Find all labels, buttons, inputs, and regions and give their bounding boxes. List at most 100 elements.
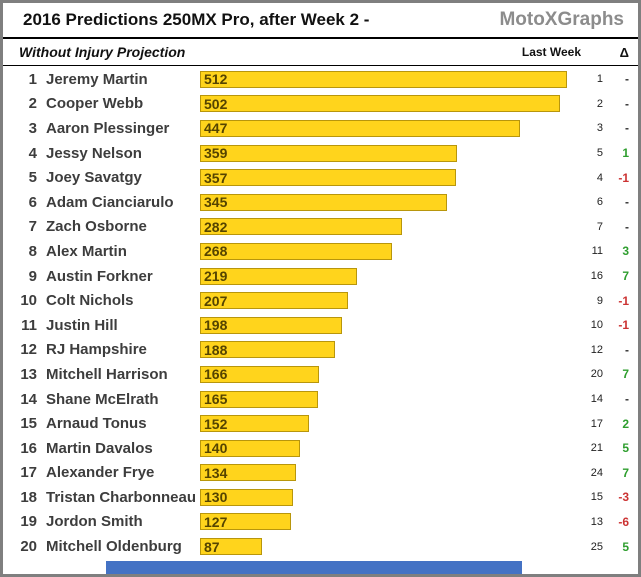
last-week-value: 11: [591, 245, 603, 258]
rank-label: 17: [20, 464, 37, 482]
delta-value: 7: [622, 465, 629, 480]
rank-label: 7: [28, 218, 37, 236]
bar-track: 219: [200, 267, 567, 285]
score-bar: 152: [200, 415, 309, 433]
score-value: 188: [204, 341, 228, 358]
delta-value: -1: [618, 293, 629, 308]
score-value: 219: [204, 268, 228, 285]
last-week-value: 17: [590, 417, 603, 430]
table-row: 7 Zach Osborne 282 7 -: [3, 215, 638, 240]
bar-track: 140: [200, 439, 567, 457]
score-bar: 207: [200, 292, 349, 310]
rank-label: 19: [20, 513, 37, 531]
bar-track: 198: [200, 316, 567, 334]
rider-name: Alexander Frye: [46, 464, 155, 482]
rider-name: Austin Forkner: [46, 267, 153, 285]
rider-name: Shane McElrath: [46, 390, 159, 408]
last-week-value: 12: [590, 343, 603, 356]
bar-track: 152: [200, 415, 567, 433]
last-week-value: 3: [596, 122, 603, 135]
last-week-value: 5: [596, 147, 603, 160]
score-bar: 87: [200, 538, 263, 556]
bar-track: 282: [200, 218, 567, 236]
score-value: 282: [204, 218, 228, 235]
bar-track: 134: [200, 464, 567, 482]
score-value: 166: [204, 366, 228, 383]
bar-track: 188: [200, 341, 567, 359]
rider-name: Joey Savatgy: [46, 169, 142, 187]
delta-value: -1: [618, 318, 629, 333]
last-week-value: 9: [596, 294, 603, 307]
delta-value: 5: [622, 441, 629, 456]
column-header-delta: Δ: [619, 44, 629, 60]
table-row: 14 Shane McElrath 165 14 -: [3, 387, 638, 412]
delta-value: -: [625, 121, 629, 136]
score-bar: 282: [200, 218, 403, 236]
table-row: 4 Jessy Nelson 359 5 1: [3, 141, 638, 166]
bar-track: 165: [200, 390, 567, 408]
table-row: 18 Tristan Charbonneau 130 15 -3: [3, 485, 638, 510]
rank-label: 12: [20, 341, 37, 359]
table-row: 19 Jordon Smith 127 13 -6: [3, 510, 638, 535]
rank-label: 13: [20, 365, 37, 383]
delta-value: 5: [622, 539, 629, 554]
score-value: 130: [204, 489, 228, 506]
score-bar: 166: [200, 365, 319, 383]
score-value: 165: [204, 391, 228, 408]
rider-name: Jeremy Martin: [46, 70, 148, 88]
last-week-value: 16: [590, 270, 603, 283]
rank-label: 20: [20, 538, 37, 556]
score-value: 512: [204, 71, 228, 88]
last-week-value: 7: [596, 220, 603, 233]
bar-track: 359: [200, 144, 567, 162]
rider-name: Mitchell Harrison: [46, 365, 168, 383]
bar-chart-rows: 1 Jeremy Martin 512 1 - 2 Cooper Webb 50…: [3, 67, 638, 559]
rider-name: Cooper Webb: [46, 95, 144, 113]
delta-value: 7: [622, 367, 629, 382]
score-value: 127: [204, 513, 228, 530]
rider-name: Aaron Plessinger: [46, 119, 170, 137]
rider-name: RJ Hampshire: [46, 341, 147, 359]
delta-value: -: [625, 342, 629, 357]
last-week-value: 20: [590, 368, 603, 381]
score-bar: 502: [200, 95, 560, 113]
last-week-value: 15: [590, 491, 603, 504]
rank-label: 4: [28, 144, 37, 162]
score-value: 357: [204, 169, 228, 186]
table-row: 3 Aaron Plessinger 447 3 -: [3, 116, 638, 141]
delta-value: 1: [622, 146, 629, 161]
table-row: 5 Joey Savatgy 357 4 -1: [3, 165, 638, 190]
last-week-value: 1: [596, 73, 603, 86]
rank-label: 9: [28, 267, 37, 285]
delta-value: -: [625, 219, 629, 234]
delta-value: -: [625, 72, 629, 87]
score-bar: 198: [200, 316, 342, 334]
rank-label: 18: [20, 488, 37, 506]
score-bar: 447: [200, 119, 521, 137]
bar-track: 268: [200, 242, 567, 260]
delta-value: -1: [618, 170, 629, 185]
rank-label: 2: [28, 95, 37, 113]
delta-value: -: [625, 195, 629, 210]
bar-track: 345: [200, 193, 567, 211]
rank-label: 15: [20, 415, 37, 433]
score-bar: 357: [200, 169, 456, 187]
score-bar: 219: [200, 267, 357, 285]
score-bar: 345: [200, 193, 448, 211]
rider-name: Adam Cianciarulo: [46, 193, 174, 211]
score-value: 268: [204, 243, 228, 260]
table-row: 13 Mitchell Harrison 166 20 7: [3, 362, 638, 387]
last-week-value: 2: [596, 97, 603, 110]
delta-value: 2: [622, 416, 629, 431]
last-week-value: 25: [590, 540, 603, 553]
chart-header: 2016 Predictions 250MX Pro, after Week 2…: [3, 3, 638, 39]
delta-value: -: [625, 392, 629, 407]
rank-label: 16: [20, 439, 37, 457]
score-bar: 130: [200, 488, 294, 506]
rider-name: Jessy Nelson: [46, 144, 142, 162]
bar-track: 447: [200, 119, 567, 137]
rider-name: Alex Martin: [46, 242, 127, 260]
rider-name: Jordon Smith: [46, 513, 143, 531]
last-week-value: 10: [590, 319, 603, 332]
column-header-last-week: Last Week: [521, 45, 581, 59]
